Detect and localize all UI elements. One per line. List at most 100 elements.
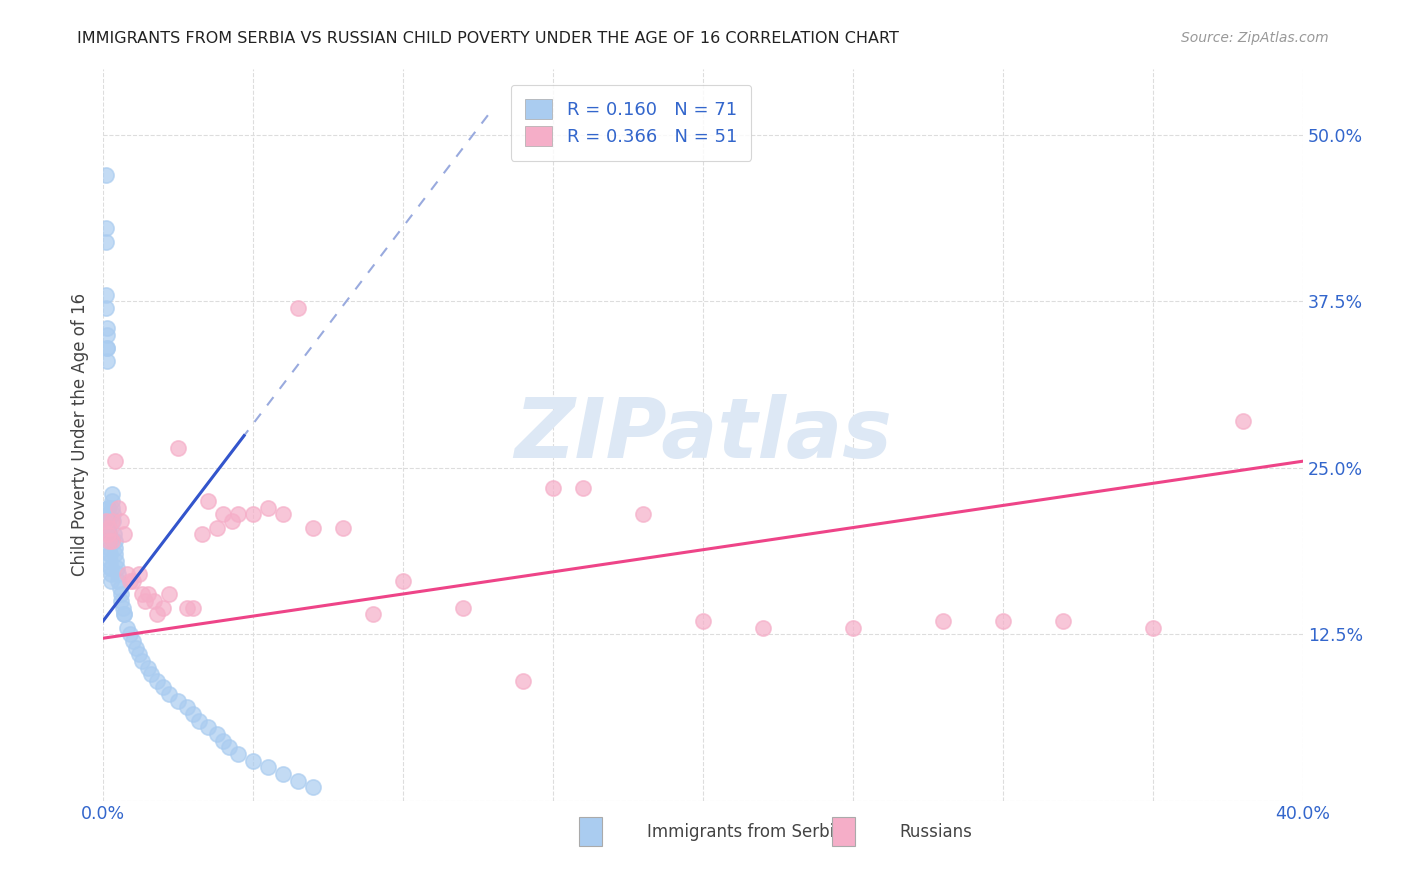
Point [112, 607, 135, 622]
Point [302, 521, 325, 535]
Point [94, 301, 117, 315]
Point [157, 687, 180, 701]
Point [451, 600, 474, 615]
Point [361, 607, 384, 622]
Point [94, 287, 117, 301]
Point [188, 714, 211, 728]
Point [110, 594, 132, 608]
Point [287, 773, 309, 788]
Point [112, 527, 135, 541]
Point [101, 514, 124, 528]
Point [122, 574, 145, 588]
Point [96, 327, 118, 342]
Point [97, 527, 120, 541]
Point [226, 747, 249, 761]
Point [176, 600, 198, 615]
Point [139, 667, 162, 681]
Point [120, 574, 142, 588]
Point [157, 587, 180, 601]
Point [392, 574, 415, 588]
Point [242, 754, 264, 768]
Point [152, 681, 174, 695]
Point [1052, 614, 1074, 628]
Point [136, 587, 159, 601]
Point [94, 514, 117, 528]
Point [107, 500, 129, 515]
Point [115, 567, 138, 582]
Point [1142, 621, 1164, 635]
Point [631, 508, 654, 522]
Point [122, 633, 145, 648]
Point [146, 673, 169, 688]
Point [104, 454, 127, 468]
Point [120, 627, 142, 641]
Point [167, 694, 190, 708]
Point [167, 441, 190, 455]
Point [842, 621, 865, 635]
Point [107, 574, 129, 588]
Legend: R = 0.160   N = 71, R = 0.366   N = 51: R = 0.160 N = 71, R = 0.366 N = 51 [510, 85, 751, 161]
Point [104, 534, 127, 549]
Point [112, 607, 135, 622]
Point [932, 614, 955, 628]
Point [97, 527, 120, 541]
Point [131, 587, 153, 601]
Point [98, 547, 121, 561]
Point [115, 621, 138, 635]
Text: IMMIGRANTS FROM SERBIA VS RUSSIAN CHILD POVERTY UNDER THE AGE OF 16 CORRELATION : IMMIGRANTS FROM SERBIA VS RUSSIAN CHILD … [77, 31, 900, 46]
Point [100, 574, 122, 588]
Point [752, 621, 775, 635]
Point [100, 560, 122, 574]
Point [221, 514, 243, 528]
Point [110, 587, 132, 601]
Point [143, 594, 166, 608]
Point [181, 600, 204, 615]
Point [101, 487, 124, 501]
Point [98, 547, 121, 561]
Point [98, 554, 121, 568]
Point [94, 221, 117, 235]
Point [212, 733, 235, 747]
Point [101, 494, 124, 508]
Point [94, 168, 117, 182]
Point [108, 581, 131, 595]
Point [96, 321, 118, 335]
Point [191, 527, 214, 541]
Point [197, 720, 219, 734]
Point [98, 534, 121, 549]
Point [98, 521, 121, 535]
Point [257, 500, 280, 515]
Y-axis label: Child Poverty Under the Age of 16: Child Poverty Under the Age of 16 [72, 293, 89, 576]
Point [96, 354, 118, 368]
Point [125, 640, 148, 655]
Point [97, 521, 120, 535]
Point [181, 707, 204, 722]
Point [104, 554, 127, 568]
Point [107, 567, 129, 582]
Point [218, 740, 240, 755]
Point [226, 508, 249, 522]
Point [136, 660, 159, 674]
Point [271, 508, 294, 522]
Text: Source: ZipAtlas.com: Source: ZipAtlas.com [1181, 31, 1329, 45]
Point [205, 521, 228, 535]
Point [257, 760, 280, 774]
Point [97, 500, 120, 515]
Point [271, 767, 294, 781]
Point [97, 514, 120, 528]
Point [97, 514, 120, 528]
Point [97, 508, 120, 522]
Point [96, 341, 118, 355]
Point [212, 508, 235, 522]
Point [97, 500, 120, 515]
Point [105, 560, 128, 574]
Point [287, 301, 309, 315]
Point [512, 673, 534, 688]
Point [111, 600, 134, 615]
Point [100, 567, 122, 582]
Point [104, 547, 127, 561]
Point [146, 607, 169, 622]
Text: Immigrants from Serbia: Immigrants from Serbia [647, 822, 844, 841]
Point [205, 727, 228, 741]
Point [152, 600, 174, 615]
